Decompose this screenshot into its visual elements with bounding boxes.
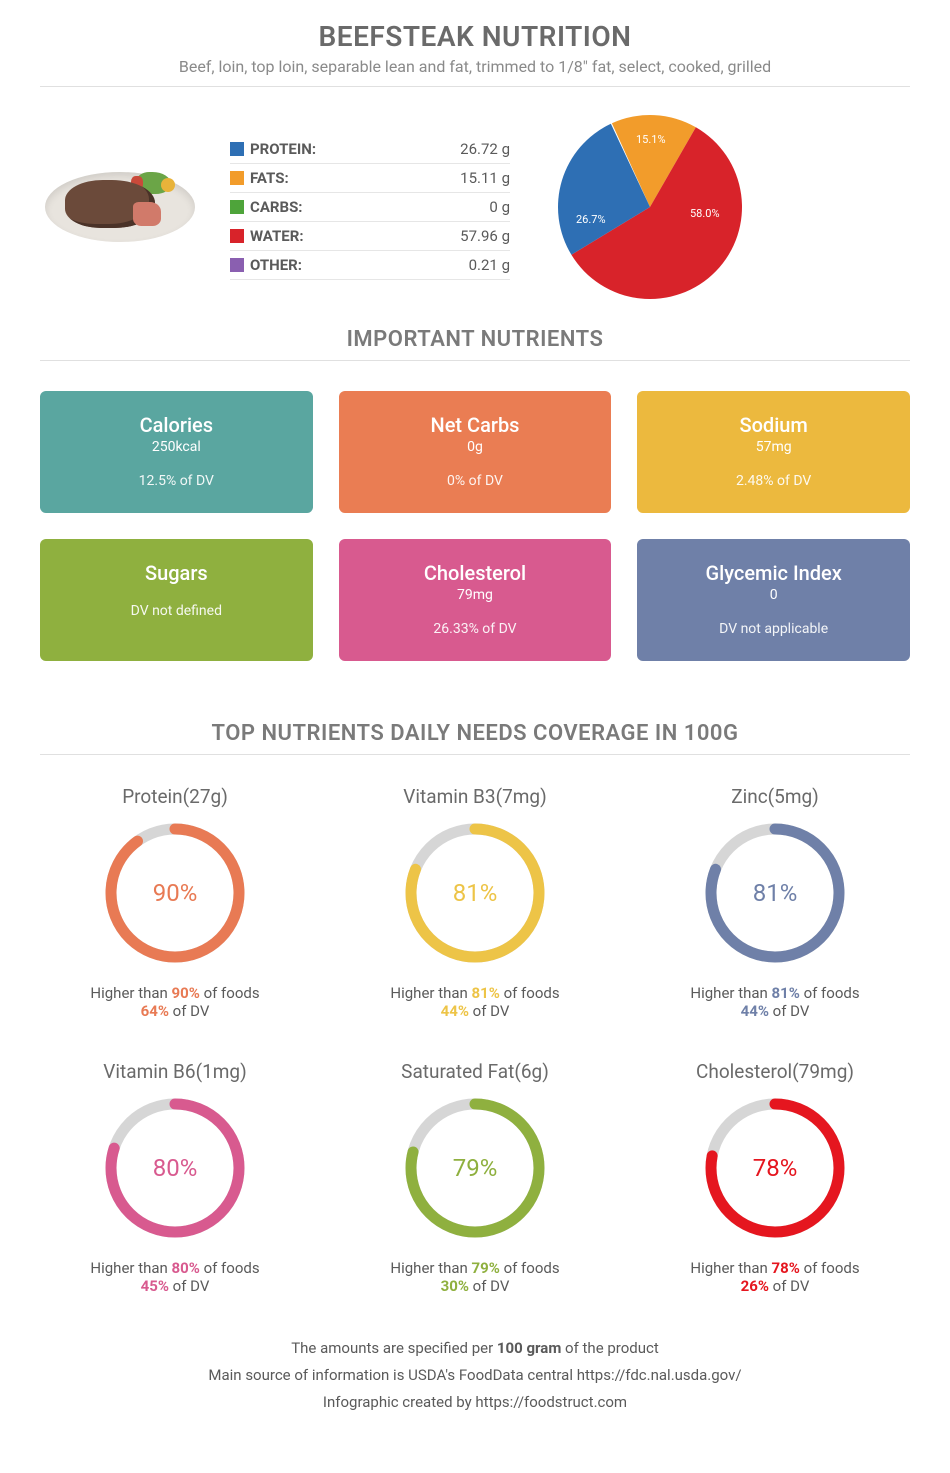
donut-item: Protein(27g) 90% Higher than 90% of foods6…	[40, 785, 310, 1020]
card-name: Glycemic Index	[647, 561, 900, 585]
footer-text: 100 gram	[497, 1339, 561, 1357]
macro-label: PROTEIN:	[250, 140, 316, 158]
nutrient-cards: Calories 250kcal 12.5% of DV Net Carbs 0g 0% …	[40, 391, 910, 661]
macro-row: CARBS: 0 g	[230, 193, 510, 222]
card-name: Sugars	[50, 561, 303, 585]
page-title: BEEFSTEAK NUTRITION	[40, 20, 910, 53]
donut-subtext: Higher than 81% of foods44% of DV	[640, 984, 910, 1020]
donut-chart: 80%	[100, 1093, 250, 1243]
section-title-important: IMPORTANT NUTRIENTS	[40, 327, 910, 352]
donut-item: Cholesterol(79mg) 78% Higher than 78% of f…	[640, 1060, 910, 1295]
donut-percent: 90%	[100, 818, 250, 968]
color-swatch	[230, 200, 244, 214]
macro-label: FATS:	[250, 169, 289, 187]
donut-item: Vitamin B6(1mg) 80% Higher than 80% of foo…	[40, 1060, 310, 1295]
nutrient-card: Net Carbs 0g 0% of DV	[339, 391, 612, 513]
donut-percent: 79%	[400, 1093, 550, 1243]
pie-slice-label: 26.7%	[576, 213, 606, 226]
macro-value: 57.96 g	[460, 227, 510, 245]
card-value: 0g	[349, 439, 602, 455]
donut-title: Vitamin B6(1mg)	[40, 1060, 310, 1083]
summary-row: PROTEIN: 26.72 g FATS: 15.11 g CARBS: 0 g WATE…	[40, 107, 910, 307]
donut-title: Cholesterol(79mg)	[640, 1060, 910, 1083]
donut-title: Saturated Fat(6g)	[340, 1060, 610, 1083]
donut-item: Vitamin B3(7mg) 81% Higher than 81% of foo…	[340, 785, 610, 1020]
page-subtitle: Beef, loin, top loin, separable lean and…	[40, 57, 910, 76]
macro-label: WATER:	[250, 227, 304, 245]
donut-percent: 81%	[700, 818, 850, 968]
card-dv: 12.5% of DV	[50, 473, 303, 489]
footer-text: The amounts are specified per	[291, 1339, 497, 1357]
donut-title: Vitamin B3(7mg)	[340, 785, 610, 808]
card-dv: DV not applicable	[647, 621, 900, 637]
divider	[40, 360, 910, 361]
macro-value: 0.21 g	[469, 256, 510, 274]
nutrient-card: Sugars DV not defined	[40, 539, 313, 661]
donut-subtext: Higher than 78% of foods26% of DV	[640, 1259, 910, 1295]
footer-text: of the product	[561, 1339, 658, 1357]
nutrient-card: Sodium 57mg 2.48% of DV	[637, 391, 910, 513]
macro-value: 0 g	[489, 198, 510, 216]
donut-subtext: Higher than 90% of foods64% of DV	[40, 984, 310, 1020]
donut-title: Zinc(5mg)	[640, 785, 910, 808]
card-dv: 26.33% of DV	[349, 621, 602, 637]
donut-subtext: Higher than 80% of foods45% of DV	[40, 1259, 310, 1295]
color-swatch	[230, 171, 244, 185]
divider	[40, 86, 910, 87]
macro-row: OTHER: 0.21 g	[230, 251, 510, 280]
donut-percent: 78%	[700, 1093, 850, 1243]
card-value: 0	[647, 587, 900, 603]
card-value: 250kcal	[50, 439, 303, 455]
food-image	[40, 147, 200, 267]
macro-row: FATS: 15.11 g	[230, 164, 510, 193]
donut-chart: 78%	[700, 1093, 850, 1243]
footer: The amounts are specified per 100 gram o…	[40, 1335, 910, 1416]
card-name: Net Carbs	[349, 413, 602, 437]
card-value: 79mg	[349, 587, 602, 603]
macro-row: WATER: 57.96 g	[230, 222, 510, 251]
macro-label: OTHER:	[250, 256, 302, 274]
donut-subtext: Higher than 79% of foods30% of DV	[340, 1259, 610, 1295]
macro-value: 26.72 g	[460, 140, 510, 158]
pie-slice-label: 58.0%	[690, 207, 720, 220]
donut-chart: 79%	[400, 1093, 550, 1243]
donut-chart: 90%	[100, 818, 250, 968]
footer-text: Main source of information is USDA's Foo…	[40, 1362, 910, 1389]
color-swatch	[230, 258, 244, 272]
donut-chart: 81%	[700, 818, 850, 968]
donut-chart: 81%	[400, 818, 550, 968]
macro-value: 15.11 g	[460, 169, 510, 187]
card-dv: DV not defined	[50, 603, 303, 619]
macro-table: PROTEIN: 26.72 g FATS: 15.11 g CARBS: 0 g WATE…	[230, 135, 510, 280]
divider	[40, 754, 910, 755]
donut-subtext: Higher than 81% of foods44% of DV	[340, 984, 610, 1020]
section-title-donuts: TOP NUTRIENTS DAILY NEEDS COVERAGE IN 10…	[40, 721, 910, 746]
card-name: Cholesterol	[349, 561, 602, 585]
donut-percent: 80%	[100, 1093, 250, 1243]
donut-percent: 81%	[400, 818, 550, 968]
donut-title: Protein(27g)	[40, 785, 310, 808]
donut-grid: Protein(27g) 90% Higher than 90% of foods6…	[40, 785, 910, 1295]
page: BEEFSTEAK NUTRITION Beef, loin, top loin…	[0, 0, 950, 1436]
card-dv: 0% of DV	[349, 473, 602, 489]
card-value: 57mg	[647, 439, 900, 455]
card-dv: 2.48% of DV	[647, 473, 900, 489]
card-name: Calories	[50, 413, 303, 437]
donut-item: Zinc(5mg) 81% Higher than 81% of foods44% …	[640, 785, 910, 1020]
macro-row: PROTEIN: 26.72 g	[230, 135, 510, 164]
nutrient-card: Cholesterol 79mg 26.33% of DV	[339, 539, 612, 661]
donut-item: Saturated Fat(6g) 79% Higher than 79% of f…	[340, 1060, 610, 1295]
macro-label: CARBS:	[250, 198, 303, 216]
color-swatch	[230, 229, 244, 243]
nutrient-card: Glycemic Index 0 DV not applicable	[637, 539, 910, 661]
pie-slice-label: 15.1%	[636, 133, 666, 146]
card-name: Sodium	[647, 413, 900, 437]
nutrient-card: Calories 250kcal 12.5% of DV	[40, 391, 313, 513]
color-swatch	[230, 142, 244, 156]
footer-text: Infographic created by https://foodstruc…	[40, 1389, 910, 1416]
pie-chart: 58.0% 26.7% 15.1%	[540, 107, 760, 307]
